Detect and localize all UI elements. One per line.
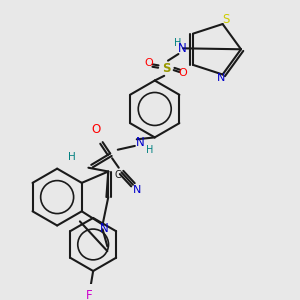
Text: S: S (222, 13, 229, 26)
Text: N: N (217, 73, 225, 83)
Text: O: O (179, 68, 188, 78)
Text: O: O (145, 58, 153, 68)
Text: C: C (114, 170, 121, 180)
Text: N: N (136, 136, 145, 148)
Text: N: N (100, 222, 109, 235)
Text: N: N (133, 184, 141, 194)
Text: H: H (68, 152, 76, 162)
Text: H: H (146, 145, 154, 155)
Text: F: F (86, 289, 93, 300)
Text: S: S (162, 62, 170, 75)
Text: H: H (174, 38, 181, 48)
Text: N: N (178, 42, 187, 55)
Text: O: O (92, 123, 100, 136)
